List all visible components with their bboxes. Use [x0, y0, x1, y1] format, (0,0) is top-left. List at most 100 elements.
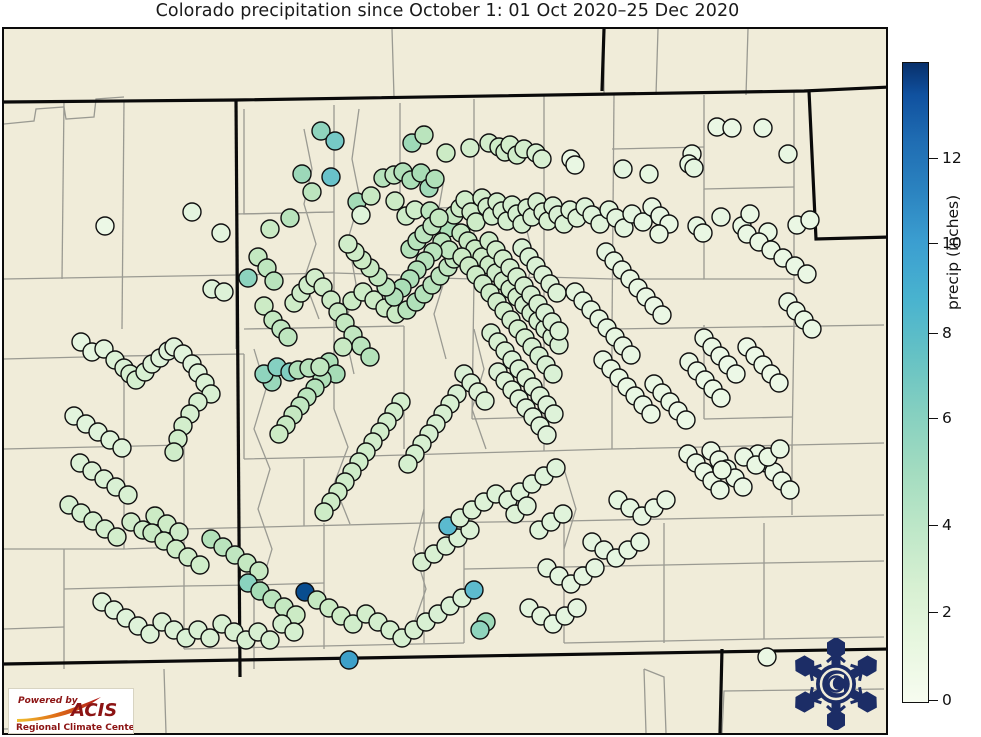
- map-panel[interactable]: [2, 27, 888, 735]
- station-point[interactable]: [311, 121, 331, 141]
- station-point[interactable]: [284, 622, 304, 642]
- station-point[interactable]: [385, 191, 405, 211]
- station-point[interactable]: [360, 347, 380, 367]
- station-point[interactable]: [547, 283, 567, 303]
- colorbar-tick-mark: [929, 243, 938, 244]
- station-point[interactable]: [649, 224, 669, 244]
- colorbar[interactable]: [902, 62, 929, 703]
- station-point[interactable]: [278, 327, 298, 347]
- station-point[interactable]: [269, 424, 289, 444]
- station-point[interactable]: [339, 650, 359, 670]
- station-point[interactable]: [546, 458, 566, 478]
- station-point[interactable]: [722, 118, 742, 138]
- station-point[interactable]: [800, 210, 820, 230]
- station-point[interactable]: [260, 219, 280, 239]
- station-point[interactable]: [684, 158, 704, 178]
- station-point[interactable]: [639, 164, 659, 184]
- station-point[interactable]: [565, 155, 585, 175]
- station-point[interactable]: [733, 477, 753, 497]
- station-point[interactable]: [710, 480, 730, 500]
- station-point[interactable]: [351, 205, 371, 225]
- station-point[interactable]: [517, 496, 537, 516]
- station-point[interactable]: [310, 357, 330, 377]
- station-point[interactable]: [460, 138, 480, 158]
- station-point[interactable]: [398, 454, 418, 474]
- station-point[interactable]: [567, 598, 587, 618]
- station-point[interactable]: [712, 460, 732, 480]
- colorbar-tick-mark: [929, 333, 938, 334]
- colorbar-tick-mark: [929, 612, 938, 613]
- station-point[interactable]: [753, 118, 773, 138]
- station-point[interactable]: [475, 391, 495, 411]
- station-point[interactable]: [464, 580, 484, 600]
- station-point[interactable]: [260, 630, 280, 650]
- station-point[interactable]: [264, 271, 284, 291]
- station-point[interactable]: [182, 202, 202, 222]
- station-point[interactable]: [543, 364, 563, 384]
- station-point[interactable]: [314, 502, 334, 522]
- station-point[interactable]: [537, 425, 557, 445]
- station-point[interactable]: [780, 480, 800, 500]
- colorbar-tick-label: 8: [942, 324, 952, 342]
- station-point[interactable]: [321, 167, 341, 187]
- station-point[interactable]: [436, 143, 456, 163]
- station-point[interactable]: [621, 345, 641, 365]
- station-point[interactable]: [249, 561, 269, 581]
- station-point[interactable]: [466, 212, 486, 232]
- station-point[interactable]: [757, 647, 777, 667]
- colorbar-tick-label: 0: [942, 691, 952, 709]
- station-point[interactable]: [553, 504, 573, 524]
- station-point[interactable]: [630, 532, 650, 552]
- station-point[interactable]: [140, 624, 160, 644]
- station-point[interactable]: [302, 182, 322, 202]
- station-point[interactable]: [190, 555, 210, 575]
- station-point[interactable]: [414, 125, 434, 145]
- station-point[interactable]: [333, 337, 353, 357]
- station-point[interactable]: [676, 410, 696, 430]
- station-point[interactable]: [361, 186, 381, 206]
- station-point[interactable]: [797, 264, 817, 284]
- station-point[interactable]: [740, 204, 760, 224]
- station-point[interactable]: [325, 131, 345, 151]
- station-point[interactable]: [549, 321, 569, 341]
- colorbar-tick-mark: [929, 525, 938, 526]
- station-point[interactable]: [652, 305, 672, 325]
- station-point[interactable]: [802, 319, 822, 339]
- station-point[interactable]: [95, 216, 115, 236]
- station-point[interactable]: [164, 442, 184, 462]
- colorbar-tick-mark: [929, 418, 938, 419]
- station-point[interactable]: [425, 169, 445, 189]
- station-point[interactable]: [343, 614, 363, 634]
- station-point[interactable]: [613, 159, 633, 179]
- station-point[interactable]: [633, 212, 653, 232]
- station-point[interactable]: [429, 208, 449, 228]
- station-points: [59, 117, 822, 670]
- station-point[interactable]: [107, 527, 127, 547]
- colorbar-tick-label: 12: [942, 149, 962, 167]
- station-point[interactable]: [238, 268, 258, 288]
- station-point[interactable]: [254, 296, 274, 316]
- station-point[interactable]: [769, 373, 789, 393]
- station-point[interactable]: [641, 404, 661, 424]
- station-point[interactable]: [280, 208, 300, 228]
- station-point[interactable]: [770, 439, 790, 459]
- station-point[interactable]: [200, 628, 220, 648]
- station-point[interactable]: [214, 282, 234, 302]
- station-point[interactable]: [532, 149, 552, 169]
- station-point[interactable]: [778, 144, 798, 164]
- station-point[interactable]: [292, 164, 312, 184]
- station-point[interactable]: [112, 438, 132, 458]
- station-point[interactable]: [118, 485, 138, 505]
- page-title: Colorado precipitation since October 1: …: [155, 1, 740, 21]
- station-point[interactable]: [338, 234, 358, 254]
- station-point[interactable]: [585, 558, 605, 578]
- station-point[interactable]: [726, 364, 746, 384]
- station-point[interactable]: [470, 620, 490, 640]
- station-point[interactable]: [711, 388, 731, 408]
- station-point[interactable]: [544, 404, 564, 424]
- station-point[interactable]: [211, 223, 231, 243]
- station-point[interactable]: [711, 207, 731, 227]
- station-point[interactable]: [656, 490, 676, 510]
- station-point[interactable]: [693, 223, 713, 243]
